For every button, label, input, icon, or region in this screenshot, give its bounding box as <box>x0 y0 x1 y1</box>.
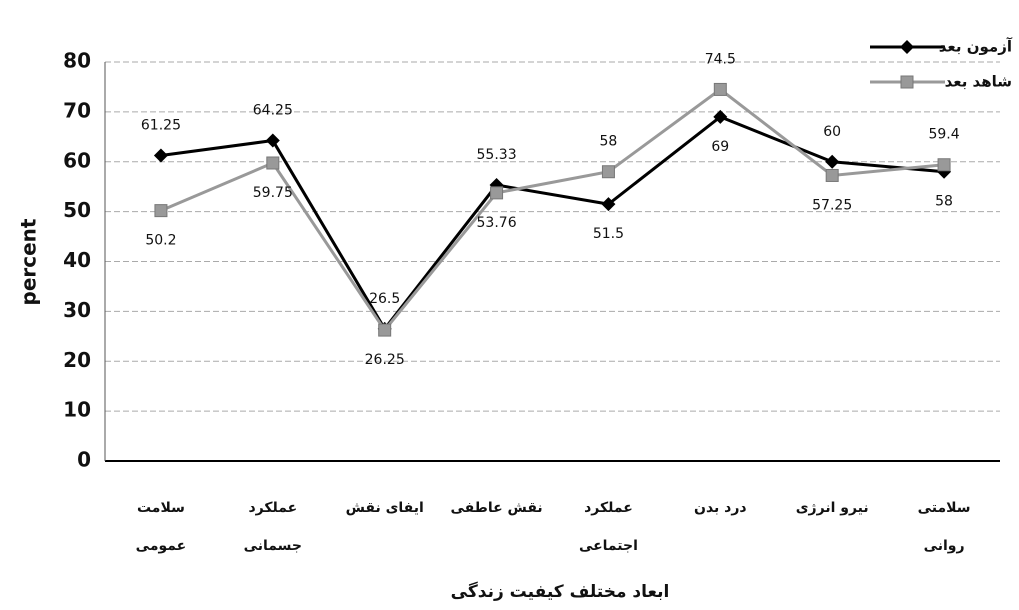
marker <box>713 109 728 124</box>
x-tick-label: نیرو انرژی <box>796 500 869 516</box>
y-tick-label: 80 <box>63 49 91 73</box>
data-label: 26.5 <box>369 291 400 307</box>
series-line <box>160 87 945 333</box>
data-label: 58 <box>600 134 618 150</box>
y-tick-label: 30 <box>63 298 91 322</box>
data-label: 26.25 <box>365 352 405 368</box>
marker <box>900 75 914 89</box>
marker <box>490 186 504 200</box>
x-tick-label: عملکرد اجتماعی <box>579 500 638 554</box>
marker <box>900 40 914 54</box>
marker <box>713 82 727 96</box>
data-label: 57.25 <box>812 197 852 213</box>
y-tick-label: 20 <box>63 348 91 372</box>
series-line <box>160 115 945 332</box>
marker <box>601 197 616 212</box>
legend-label: شاهد بعد <box>945 73 1012 91</box>
marker <box>825 168 839 182</box>
y-tick-label: 0 <box>77 448 91 472</box>
marker <box>153 148 168 163</box>
marker <box>937 158 951 172</box>
y-tick-label: 70 <box>63 98 91 122</box>
y-tick-label: 10 <box>63 398 91 422</box>
marker <box>378 323 392 337</box>
data-label: 55.33 <box>477 147 517 163</box>
marker <box>601 165 615 179</box>
data-label: 61.25 <box>141 118 181 134</box>
data-label: 53.76 <box>477 215 517 231</box>
x-tick-label: نقش عاطفی <box>450 500 542 516</box>
legend-label: آزمون بعد <box>939 38 1013 56</box>
y-tick-label: 40 <box>63 248 91 272</box>
data-label: 64.25 <box>253 103 293 119</box>
data-label: 60 <box>823 124 841 140</box>
y-axis-label: percent <box>17 218 41 305</box>
data-label: 58 <box>935 194 953 210</box>
x-tick-label: سلامتی روانی <box>918 500 971 554</box>
y-tick-label: 50 <box>63 198 91 222</box>
x-tick-label: ایفای نقش <box>346 500 424 516</box>
x-axis-label: ابعاد مختلف کیفیت زندگی <box>451 581 670 602</box>
x-tick-label: عملکرد جسمانی <box>244 500 302 554</box>
x-tick-label: درد بدن <box>694 500 747 516</box>
data-label: 74.5 <box>705 51 736 67</box>
data-label: 50.2 <box>145 233 176 249</box>
marker <box>825 154 840 169</box>
marker <box>154 204 168 218</box>
data-label: 59.4 <box>928 127 959 143</box>
marker <box>265 133 280 148</box>
data-label: 51.5 <box>593 226 624 242</box>
marker <box>266 156 280 170</box>
y-tick-label: 60 <box>63 148 91 172</box>
data-label: 69 <box>711 139 729 155</box>
x-tick-label: سلامت عمومی <box>136 500 187 554</box>
data-label: 59.75 <box>253 185 293 201</box>
